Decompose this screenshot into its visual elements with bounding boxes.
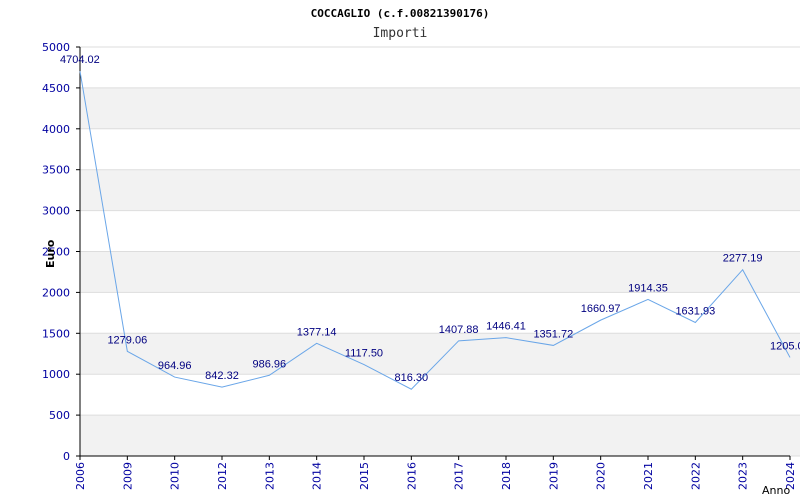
x-tick-label: 2019	[547, 462, 560, 490]
band-4500	[80, 47, 800, 88]
y-tick-label: 4000	[42, 123, 70, 136]
data-label: 1631.93	[675, 306, 715, 318]
band-3000	[80, 169, 800, 211]
data-label: 964.96	[158, 360, 192, 372]
x-tick-label: 2024	[784, 462, 797, 490]
band-500	[80, 374, 800, 416]
band-1000	[80, 333, 800, 375]
y-tick-label: 5000	[42, 41, 70, 54]
chart-title: COCCAGLIO (c.f.00821390176)	[311, 7, 490, 20]
data-label: 1407.88	[439, 324, 479, 336]
chart-subtitle: Importi	[373, 26, 428, 41]
x-tick-label: 2020	[595, 462, 608, 490]
data-labels: 4704.02 1279.06 964.96 842.32 986.96 1377.14 1…	[60, 54, 800, 384]
y-tick-labels: 0 500 1000 1500 2000 2500 3000 3500 4000 4500 5000	[42, 41, 70, 463]
band-2000	[80, 251, 800, 293]
data-label: 1117.50	[345, 348, 383, 360]
data-label: 1279.06	[107, 334, 147, 346]
data-label: 1446.41	[486, 321, 526, 333]
data-label: 1660.97	[581, 303, 621, 315]
data-label: 986.96	[253, 358, 287, 370]
x-axis-label: Anno	[762, 484, 790, 497]
background-bands	[80, 47, 800, 456]
x-tick-label: 2017	[453, 462, 466, 490]
x-tick-label: 2021	[642, 462, 655, 490]
data-label: 1351.72	[533, 328, 573, 340]
y-tick-label: 1500	[42, 327, 70, 340]
x-tick-label: 2023	[737, 462, 750, 490]
series-polyline	[79, 71, 791, 390]
x-tick-label: 2006	[74, 462, 87, 490]
x-tick-label: 2014	[311, 462, 324, 490]
x-tick-label: 2010	[169, 462, 182, 490]
axes	[79, 47, 790, 457]
data-label: 816.30	[395, 372, 429, 384]
band-1500	[80, 292, 800, 334]
y-tick-label: 3500	[42, 164, 70, 177]
y-tick-label: 500	[49, 409, 70, 422]
y-tick-label: 2000	[42, 286, 70, 299]
y-tick-label: 4500	[42, 82, 70, 95]
x-tick-label: 2022	[689, 462, 702, 490]
data-label: 2277.19	[723, 253, 763, 265]
data-label: 4704.02	[60, 54, 100, 66]
x-tick-label: 2012	[216, 462, 229, 490]
series-line	[79, 71, 791, 390]
y-tick-label: 1000	[42, 368, 70, 381]
x-tick-label: 2018	[500, 462, 513, 490]
x-tick-labels: 2006 2009 2010 2012 2013 2014 2015 2016 2017 2018…	[74, 462, 797, 490]
band-2500	[80, 210, 800, 252]
data-label: 842.32	[205, 370, 239, 382]
y-tick-label: 0	[63, 450, 70, 463]
data-label: 1205.0	[770, 340, 800, 352]
data-label: 1377.14	[297, 326, 337, 338]
x-tick-label: 2013	[263, 462, 276, 490]
x-tick-label: 2009	[121, 462, 134, 490]
band-4000	[80, 87, 800, 129]
x-tick-label: 2016	[405, 462, 418, 490]
band-0	[80, 415, 800, 456]
band-3500	[80, 128, 800, 170]
y-tick-label: 3000	[42, 205, 70, 218]
data-label: 1914.35	[628, 282, 668, 294]
y-tick-label: 2500	[42, 246, 70, 259]
x-tick-label: 2015	[358, 462, 371, 490]
y-axis-label: Euro	[44, 239, 57, 268]
